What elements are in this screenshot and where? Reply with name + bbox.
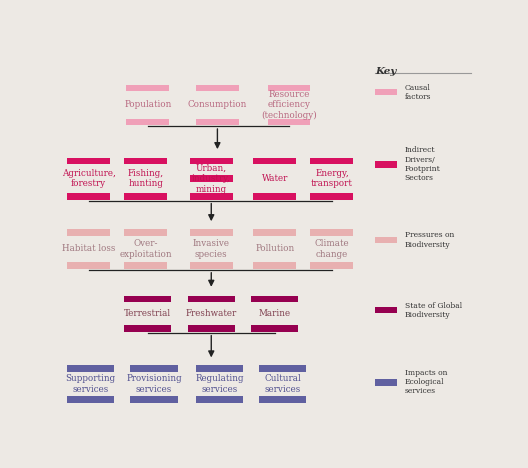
Bar: [190, 193, 233, 199]
Bar: [190, 176, 233, 182]
Text: Water: Water: [261, 174, 288, 183]
Text: Climate
change: Climate change: [315, 239, 350, 259]
Bar: [188, 296, 235, 302]
Bar: [124, 262, 167, 269]
Text: Urban,
industry,
mining: Urban, industry, mining: [192, 164, 231, 194]
Bar: [196, 366, 243, 372]
Bar: [130, 366, 177, 372]
Text: Causal
factors: Causal factors: [405, 84, 431, 101]
Bar: [268, 118, 310, 125]
Bar: [375, 307, 398, 314]
Bar: [253, 262, 296, 269]
Text: State of Global
Biodiversity: State of Global Biodiversity: [405, 301, 462, 319]
Bar: [190, 229, 233, 235]
Bar: [375, 237, 398, 243]
Text: Invasive
species: Invasive species: [193, 239, 230, 259]
Bar: [196, 85, 239, 91]
Bar: [310, 262, 353, 269]
Bar: [124, 325, 172, 332]
Bar: [126, 118, 169, 125]
Text: Over-
exploitation: Over- exploitation: [119, 239, 172, 259]
Text: Agriculture,
forestry: Agriculture, forestry: [62, 169, 116, 189]
Text: Supporting
services: Supporting services: [65, 374, 116, 394]
Text: Pressures on
Biodiversity: Pressures on Biodiversity: [405, 231, 454, 249]
Text: Energy,
transport: Energy, transport: [311, 169, 353, 189]
Text: Pollution: Pollution: [255, 244, 294, 254]
Bar: [124, 296, 172, 302]
Bar: [67, 158, 110, 164]
Bar: [190, 158, 233, 164]
Text: Indirect
Drivers/
Footprint
Sectors: Indirect Drivers/ Footprint Sectors: [405, 146, 440, 182]
Bar: [253, 193, 296, 199]
Bar: [67, 229, 110, 235]
Bar: [375, 379, 398, 386]
Text: Fishing,
hunting: Fishing, hunting: [128, 169, 164, 189]
Bar: [67, 396, 114, 403]
Bar: [375, 89, 398, 95]
Bar: [196, 118, 239, 125]
Text: Provisioning
services: Provisioning services: [126, 374, 182, 394]
Bar: [124, 193, 167, 199]
Bar: [124, 229, 167, 235]
Text: Key: Key: [375, 67, 397, 76]
Bar: [251, 296, 298, 302]
Text: Impacts on
Ecological
services: Impacts on Ecological services: [405, 369, 447, 395]
Text: Consumption: Consumption: [188, 100, 247, 110]
Bar: [310, 158, 353, 164]
Bar: [253, 158, 296, 164]
Bar: [259, 396, 306, 403]
Bar: [130, 396, 177, 403]
Bar: [310, 229, 353, 235]
Bar: [253, 229, 296, 235]
Bar: [67, 193, 110, 199]
Bar: [67, 366, 114, 372]
Text: Habitat loss: Habitat loss: [62, 244, 115, 254]
Text: Resource
efficiency
(technology): Resource efficiency (technology): [261, 90, 317, 120]
Bar: [190, 262, 233, 269]
Bar: [67, 262, 110, 269]
Bar: [196, 396, 243, 403]
Bar: [268, 85, 310, 91]
Bar: [251, 325, 298, 332]
Bar: [188, 325, 235, 332]
Text: Population: Population: [124, 100, 172, 110]
Bar: [124, 158, 167, 164]
Bar: [310, 193, 353, 199]
Text: Regulating
services: Regulating services: [195, 374, 244, 394]
Bar: [259, 366, 306, 372]
Bar: [375, 161, 398, 168]
Text: Freshwater: Freshwater: [186, 309, 237, 318]
Text: Terrestrial: Terrestrial: [124, 309, 172, 318]
Text: Cultural
services: Cultural services: [265, 374, 301, 394]
Text: Marine: Marine: [259, 309, 291, 318]
Bar: [126, 85, 169, 91]
